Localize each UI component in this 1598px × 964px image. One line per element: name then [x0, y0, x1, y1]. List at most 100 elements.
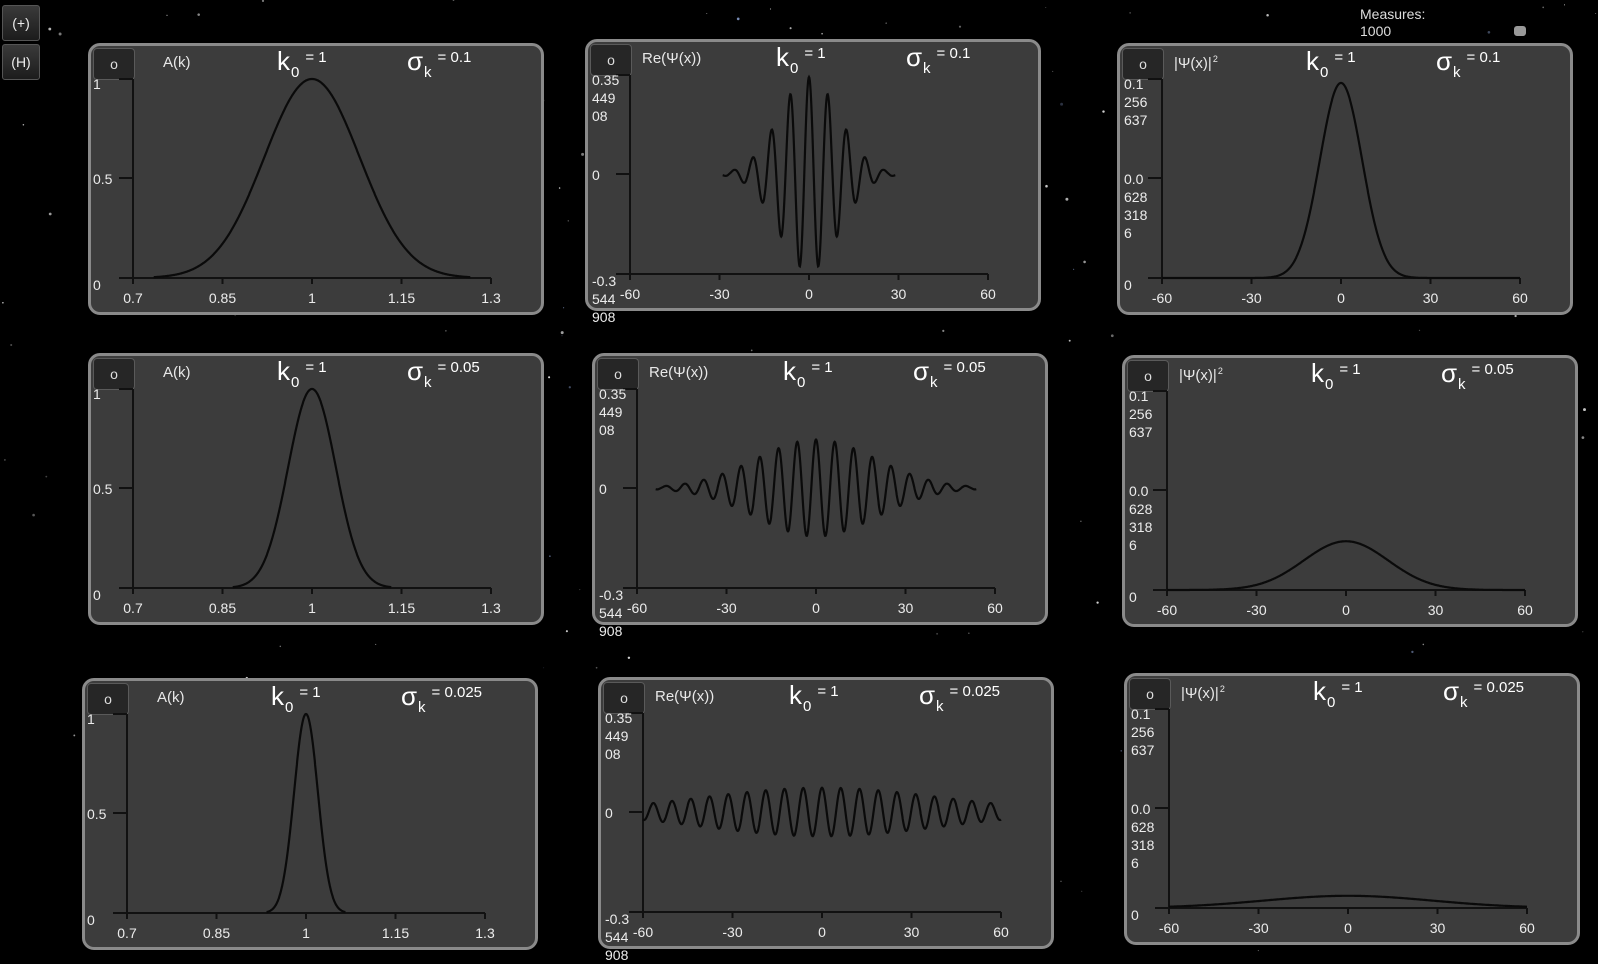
- x-tick-label: 0: [1337, 290, 1345, 306]
- k0-parameter: k0= 1: [789, 680, 839, 715]
- y-tick-label: -0.3 544 908: [592, 273, 617, 325]
- y-tick-label: -0.3 544 908: [599, 587, 624, 639]
- panel-toggle-button[interactable]: o: [93, 48, 135, 80]
- panel-toggle-button[interactable]: o: [1129, 678, 1171, 710]
- y-tick-label: 0.5: [87, 806, 107, 822]
- y-tick-label: 0.1 256 637: [1129, 388, 1153, 440]
- x-tick-label: 60: [1519, 920, 1535, 936]
- plot-panel-probability-row-3: o |Ψ(x)|2 k0= 1 σk= 0.025 0.1 256 637 0.0 628…: [1124, 673, 1580, 945]
- plot-title: Re(Ψ(x)): [642, 50, 702, 67]
- sigma-k-parameter: σk= 0.05: [407, 356, 480, 391]
- x-tick-label: 60: [1517, 602, 1533, 618]
- sigma-k-parameter: σk= 0.05: [1441, 358, 1514, 393]
- x-tick-label: -30: [1246, 602, 1267, 618]
- panel-toggle-button[interactable]: o: [597, 358, 639, 390]
- plot-title: A(k): [163, 364, 191, 381]
- panel-toggle-button[interactable]: o: [93, 358, 135, 390]
- y-tick-label: 0.1 256 637: [1124, 76, 1148, 128]
- panel-toggle-button[interactable]: o: [1122, 48, 1164, 80]
- sigma-k-parameter: σk= 0.025: [1443, 676, 1525, 711]
- x-tick-label: 1.15: [381, 925, 410, 941]
- y-tick-label: 0.5: [93, 481, 113, 497]
- panel-toggle-button[interactable]: o: [1127, 360, 1169, 392]
- y-tick-label: 0.5: [93, 171, 113, 187]
- y-tick-label: 1: [87, 711, 95, 727]
- x-tick-label: 0.7: [123, 600, 143, 616]
- curve-amplitude: [232, 387, 392, 589]
- x-tick-label: -60: [1156, 602, 1178, 618]
- sigma-k-parameter: σk= 0.1: [906, 42, 971, 77]
- plot-title: |Ψ(x)|2: [1179, 366, 1223, 384]
- plot-area: [616, 74, 989, 280]
- plot-title: |Ψ(x)|2: [1181, 684, 1225, 702]
- x-tick-label: 1: [308, 290, 316, 306]
- x-tick-label: 1.15: [387, 600, 416, 616]
- y-tick-label: 0.35 449 08: [599, 386, 627, 438]
- x-tick-label: -30: [1248, 920, 1269, 936]
- help-button[interactable]: (H): [2, 44, 40, 80]
- x-tick-label: -60: [619, 286, 641, 302]
- y-tick-label: 0.1 256 637: [1131, 706, 1155, 758]
- y-tick-label: 0: [599, 481, 607, 497]
- x-tick-label: 1: [308, 600, 316, 616]
- y-tick-label: 0.35 449 08: [592, 72, 620, 124]
- measures-slider-handle[interactable]: [1514, 26, 1526, 36]
- curve-amplitude: [153, 77, 471, 279]
- k0-parameter: k0= 1: [783, 356, 833, 391]
- y-tick-label: 0: [1124, 277, 1132, 293]
- y-tick-label: 0: [605, 805, 613, 821]
- y-tick-label: 1: [93, 76, 101, 92]
- measures-label: Measures:: [1360, 6, 1426, 22]
- k0-parameter: k0= 1: [1306, 46, 1356, 81]
- x-tick-label: 0.7: [123, 290, 143, 306]
- zoom-button[interactable]: (+): [2, 5, 40, 41]
- curve-amplitude: [266, 712, 346, 914]
- x-tick-label: 0: [818, 924, 826, 940]
- x-tick-label: 30: [897, 600, 914, 616]
- curve-real_part: [722, 74, 896, 269]
- x-tick-label: 60: [980, 286, 996, 302]
- plot-panel-probability-row-1: o |Ψ(x)|2 k0= 1 σk= 0.1 0.1 256 637 0.0 628 3…: [1117, 43, 1573, 315]
- y-tick-label: 0: [1131, 907, 1139, 923]
- x-tick-label: -30: [722, 924, 743, 940]
- panel-toggle-button[interactable]: o: [603, 682, 645, 714]
- plot-panel-probability-row-2: o |Ψ(x)|2 k0= 1 σk= 0.05 0.1 256 637 0.0 628 …: [1122, 355, 1578, 627]
- plot-title: A(k): [157, 689, 185, 706]
- x-tick-label: 1.15: [387, 290, 416, 306]
- x-tick-label: 30: [1422, 290, 1439, 306]
- y-tick-label: 0: [93, 587, 101, 603]
- plot-panel-amplitude-row-2: o A(k) k0= 1 σk= 0.05 1 0.5 0 0.7 0.85 1 1.15 1.3: [88, 353, 544, 625]
- plot-area: [113, 712, 486, 919]
- x-tick-label: 0: [1342, 602, 1350, 618]
- plot-area: [119, 77, 492, 284]
- y-tick-label: -0.3 544 908: [605, 911, 630, 963]
- curve-probability: [1167, 540, 1525, 592]
- x-tick-label: -60: [1151, 290, 1173, 306]
- x-tick-label: 30: [1429, 920, 1446, 936]
- k0-parameter: k0= 1: [1311, 358, 1361, 393]
- k0-parameter: k0= 1: [277, 46, 327, 81]
- x-tick-label: 30: [1427, 602, 1444, 618]
- x-tick-label: 60: [993, 924, 1009, 940]
- x-tick-label: 1.3: [475, 925, 495, 941]
- sigma-k-parameter: σk= 0.1: [407, 46, 472, 81]
- plot-panel-amplitude-row-1: o A(k) k0= 1 σk= 0.1 1 0.5 0 0.7 0.85 1 1.15 1.3: [88, 43, 544, 315]
- y-tick-label: 0: [93, 277, 101, 293]
- y-tick-label: 0: [592, 167, 600, 183]
- y-tick-label: 0.0 628 318 6: [1129, 483, 1153, 553]
- curve-real_part: [642, 786, 1002, 838]
- x-tick-label: -60: [626, 600, 648, 616]
- panel-toggle-button[interactable]: o: [590, 44, 632, 76]
- plot-title: |Ψ(x)|2: [1174, 54, 1218, 72]
- plot-panel-real_part-row-3: o Re(Ψ(x)) k0= 1 σk= 0.025 0.35 449 08 0 -0.3 …: [598, 677, 1054, 963]
- panel-toggle-button[interactable]: o: [87, 683, 129, 715]
- x-tick-label: -30: [716, 600, 737, 616]
- y-tick-label: 0: [87, 912, 95, 928]
- sigma-k-parameter: σk= 0.05: [913, 356, 986, 391]
- k0-parameter: k0= 1: [277, 356, 327, 391]
- measures-readout: Measures: 1000: [1360, 6, 1425, 40]
- plot-area: [623, 388, 996, 594]
- plot-panel-amplitude-row-3: o A(k) k0= 1 σk= 0.025 1 0.5 0 0.7 0.85 1 1.15 1.3: [82, 678, 538, 950]
- x-tick-label: 1.3: [481, 600, 501, 616]
- plot-title: Re(Ψ(x)): [655, 688, 715, 705]
